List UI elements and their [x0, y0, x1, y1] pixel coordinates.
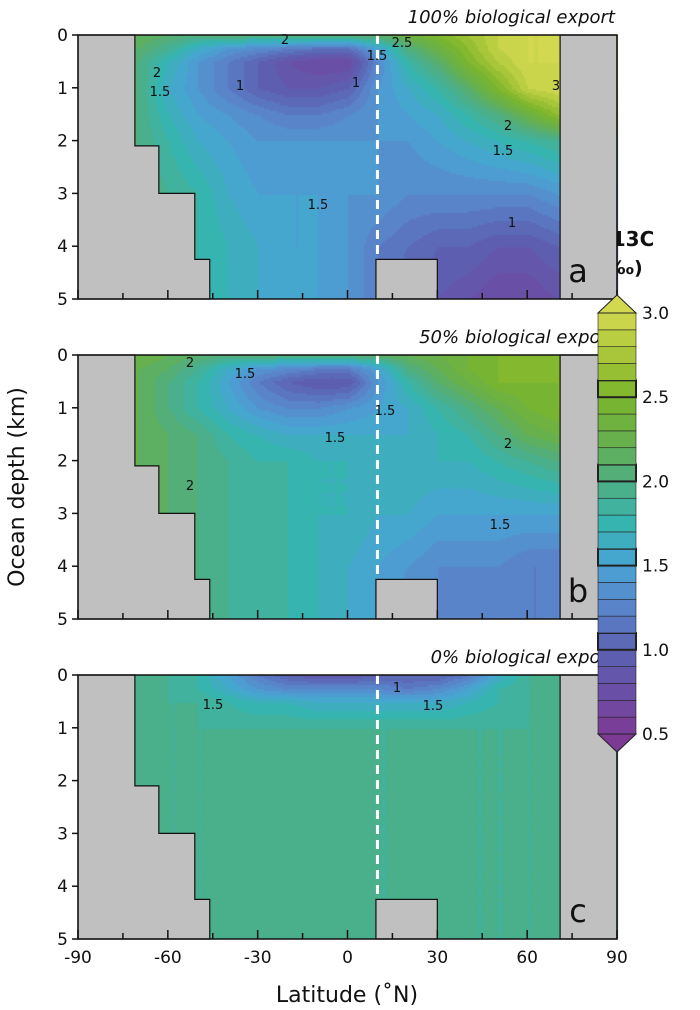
contour-label: 1	[393, 681, 401, 696]
colorbar-tick-label: 0.5	[642, 725, 669, 745]
x-tick-label: -60	[154, 948, 182, 968]
colorbar-band	[597, 565, 637, 583]
colorbar-band	[597, 497, 637, 516]
contour-label: 1.5	[423, 699, 444, 714]
y-tick-label: 1	[57, 399, 68, 419]
contour-label: 1.5	[325, 431, 346, 446]
panel-letter: a	[568, 252, 588, 290]
ridge	[375, 578, 438, 620]
colorbar-band	[597, 582, 637, 600]
colorbar-tick-label: 2.5	[642, 388, 669, 408]
contour-label: 1	[352, 76, 360, 91]
ridge	[375, 898, 438, 940]
panel-title: 50% biological export	[419, 327, 616, 348]
panel-letter: b	[568, 572, 588, 610]
colorbar-band	[597, 413, 637, 432]
colorbar-band	[597, 430, 637, 449]
colorbar-band	[597, 396, 637, 415]
x-tick-label: 30	[427, 948, 449, 968]
land-south	[77, 674, 211, 940]
x-tick-label: 60	[516, 948, 538, 968]
x-tick-label: -30	[244, 948, 272, 968]
contour-label: 2	[153, 66, 161, 81]
land-south	[77, 34, 211, 300]
contour-label: 1	[508, 216, 516, 231]
y-tick-label: 5	[57, 930, 68, 950]
colorbar-band	[597, 447, 637, 465]
colorbar-band	[597, 547, 637, 567]
y-tick-label: 4	[57, 237, 68, 257]
x-axis-label: Latitude (˚N)	[276, 983, 418, 1008]
contour-label: 3	[552, 79, 560, 94]
colorbar-band	[597, 631, 637, 651]
colorbar-band	[597, 531, 637, 550]
colorbar-tick-label: 2.0	[642, 472, 669, 492]
colorbar-band	[597, 615, 637, 634]
colorbar-band	[597, 666, 637, 684]
colorbar-tick-label: 3.0	[642, 304, 669, 324]
colorbar: 3.0 2.5 2.0 1.5 1.0 0.5	[596, 294, 669, 753]
y-tick-label: 5	[57, 610, 68, 630]
panel-title: 0% biological export	[431, 647, 616, 668]
y-tick-label: 3	[57, 184, 68, 204]
x-tick-label: 90	[606, 948, 628, 968]
colorbar-band	[597, 312, 637, 331]
colorbar-band	[597, 649, 637, 667]
colorbar-extend-max	[596, 294, 638, 314]
contour-label: 1.5	[235, 367, 256, 382]
colorbar-band	[597, 346, 637, 364]
x-tick-label: -90	[64, 948, 92, 968]
colorbar-band	[597, 481, 637, 499]
y-tick-label: 0	[57, 346, 68, 366]
contour-label: 1.5	[150, 85, 171, 100]
contour-label: 1.5	[375, 404, 396, 419]
panel-a: 0 1 2 3 4 5 100% biological export a 2 2.5 1.5 1 1 2 1…	[57, 7, 618, 310]
colorbar-band	[597, 598, 637, 617]
contour-label: 2	[504, 119, 512, 134]
contour-label: 2	[504, 437, 512, 452]
panel-c: 0 1 2 3 4 5-90 -60 -30 0 30 60 90 0% biological expo…	[57, 647, 628, 968]
colorbar-tick-label: 1.0	[642, 641, 669, 661]
y-tick-label: 3	[57, 824, 68, 844]
colorbar-band	[597, 463, 637, 483]
colorbar-tick-label: 1.5	[642, 557, 669, 577]
y-tick-label: 4	[57, 557, 68, 577]
contour-label: 2	[186, 356, 194, 371]
y-tick-label: 3	[57, 504, 68, 524]
y-tick-label: 2	[57, 132, 68, 152]
contour-label: 2	[281, 33, 289, 48]
contour-label: 1.5	[367, 49, 388, 64]
colorbar-band	[597, 329, 637, 347]
contour-label: 1.5	[490, 518, 511, 533]
colorbar-band	[597, 700, 637, 718]
ridge	[375, 258, 438, 300]
colorbar-band	[597, 379, 637, 399]
contour-label: 2	[186, 479, 194, 494]
contour-label: 1.5	[203, 698, 224, 713]
contour-label: 1	[236, 79, 244, 94]
y-tick-label: 1	[57, 79, 68, 99]
colorbar-extend-min	[596, 733, 638, 753]
colorbar-band	[597, 363, 637, 381]
y-tick-label: 0	[57, 666, 68, 686]
y-tick-label: 0	[57, 26, 68, 46]
colorbar-band	[597, 514, 637, 533]
panel-b: 0 1 2 3 4 5 50% biological export b 2 1.5 1.5 1.5 2 2…	[57, 327, 618, 630]
colorbar-band	[597, 716, 637, 735]
panel-letter: c	[569, 892, 587, 930]
y-tick-label: 1	[57, 719, 68, 739]
colorbar-band	[597, 683, 637, 701]
y-tick-label: 2	[57, 772, 68, 792]
y-tick-label: 2	[57, 452, 68, 472]
contour-label: 1.5	[308, 198, 329, 213]
x-tick-label: 0	[342, 948, 353, 968]
contour-label: 1.5	[493, 144, 514, 159]
contour-label: 2.5	[392, 36, 413, 51]
panel-title: 100% biological export	[408, 7, 616, 28]
y-axis-label: Ocean depth (km)	[5, 387, 30, 587]
y-tick-label: 4	[57, 877, 68, 897]
y-tick-label: 5	[57, 290, 68, 310]
